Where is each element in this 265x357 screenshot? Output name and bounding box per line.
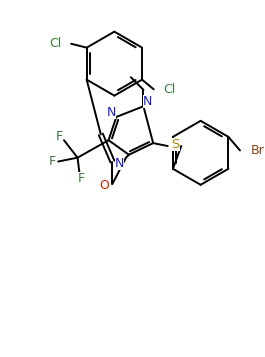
Text: F: F: [49, 155, 56, 168]
Text: S: S: [171, 137, 180, 151]
Text: N: N: [107, 106, 116, 119]
Text: F: F: [56, 130, 63, 143]
Text: F: F: [78, 171, 85, 185]
Text: Br: Br: [251, 144, 264, 157]
Text: N: N: [114, 157, 124, 170]
Text: Cl: Cl: [164, 83, 176, 96]
Text: Cl: Cl: [49, 37, 61, 50]
Text: N: N: [143, 95, 152, 108]
Text: O: O: [100, 179, 110, 192]
